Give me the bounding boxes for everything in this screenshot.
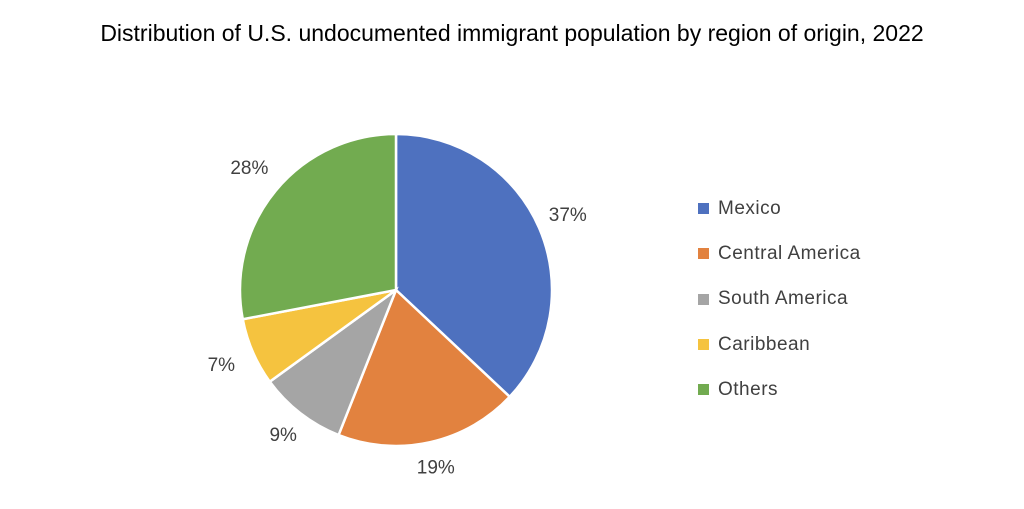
data-label-south-america: 9% bbox=[269, 425, 297, 446]
legend-swatch bbox=[698, 293, 709, 305]
data-label-central-america: 19% bbox=[417, 458, 455, 479]
chart-title: Distribution of U.S. undocumented immigr… bbox=[100, 20, 924, 46]
legend-label: Caribbean bbox=[718, 333, 811, 355]
legend-item-central-america: Central America bbox=[698, 231, 861, 276]
legend-label: South America bbox=[718, 288, 849, 310]
data-label-others: 28% bbox=[230, 158, 268, 179]
pie-data-labels: 37% 19% 9% 7% 28% bbox=[208, 158, 587, 478]
pie-slice-south-america bbox=[268, 286, 399, 437]
data-label-mexico: 37% bbox=[549, 205, 587, 226]
pie-slice-mexico bbox=[394, 132, 554, 399]
legend-item-south-america: South America bbox=[698, 277, 861, 322]
legend-label: Central America bbox=[718, 242, 861, 264]
legend-swatch bbox=[698, 339, 709, 351]
legend-label: Others bbox=[718, 378, 779, 400]
chart-legend: Mexico Central America South America Caribb… bbox=[698, 186, 861, 412]
legend-swatch bbox=[698, 203, 709, 215]
legend-item-others: Others bbox=[698, 367, 861, 412]
legend-item-caribbean: Caribbean bbox=[698, 322, 861, 367]
legend-swatch bbox=[698, 384, 709, 396]
legend-swatch bbox=[698, 248, 709, 260]
pie-slice-others bbox=[238, 132, 398, 321]
legend-item-mexico: Mexico bbox=[698, 186, 861, 231]
pie-slices bbox=[238, 132, 554, 448]
data-label-caribbean: 7% bbox=[208, 355, 236, 376]
legend-label: Mexico bbox=[718, 197, 782, 219]
